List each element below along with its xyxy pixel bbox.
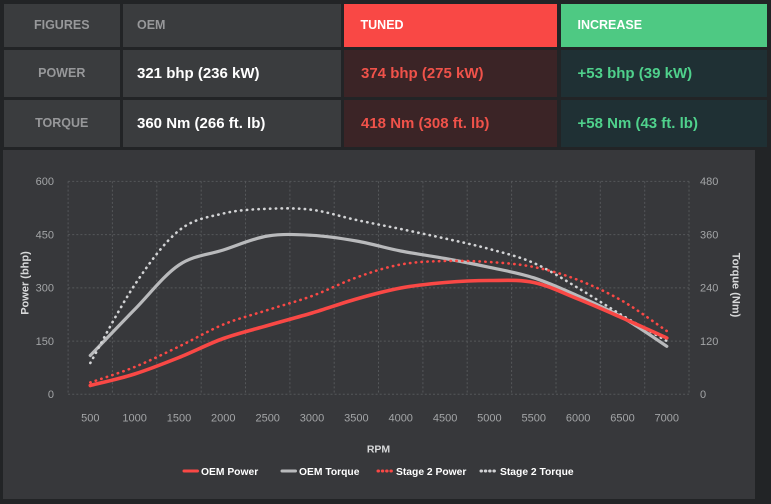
svg-text:0: 0: [48, 389, 54, 401]
svg-text:300: 300: [36, 283, 54, 295]
svg-text:5000: 5000: [477, 413, 501, 425]
svg-text:450: 450: [36, 229, 54, 241]
svg-text:2000: 2000: [211, 413, 235, 425]
svg-text:RPM: RPM: [367, 444, 391, 456]
svg-text:5500: 5500: [522, 413, 546, 425]
svg-text:360: 360: [700, 229, 718, 241]
svg-text:240: 240: [700, 283, 718, 295]
svg-text:1000: 1000: [122, 413, 146, 425]
svg-text:6500: 6500: [610, 413, 634, 425]
svg-text:1500: 1500: [167, 413, 191, 425]
svg-text:4000: 4000: [388, 413, 412, 425]
svg-text:480: 480: [700, 176, 718, 188]
svg-text:150: 150: [36, 336, 54, 348]
svg-text:3000: 3000: [300, 413, 324, 425]
svg-text:500: 500: [81, 413, 99, 425]
svg-text:OEM Power: OEM Power: [201, 467, 258, 478]
svg-text:3500: 3500: [344, 413, 368, 425]
svg-text:0: 0: [700, 389, 706, 401]
svg-text:Power (bhp): Power (bhp): [20, 251, 32, 315]
svg-text:6000: 6000: [566, 413, 590, 425]
svg-text:OEM Torque: OEM Torque: [299, 467, 360, 478]
svg-text:Stage 2 Torque: Stage 2 Torque: [500, 467, 574, 478]
svg-text:Stage 2 Power: Stage 2 Power: [396, 467, 466, 478]
svg-text:7000: 7000: [655, 413, 679, 425]
svg-text:2500: 2500: [255, 413, 279, 425]
svg-text:120: 120: [700, 336, 718, 348]
svg-text:600: 600: [36, 176, 54, 188]
svg-text:4500: 4500: [433, 413, 457, 425]
svg-text:Torque (Nm): Torque (Nm): [730, 253, 742, 318]
